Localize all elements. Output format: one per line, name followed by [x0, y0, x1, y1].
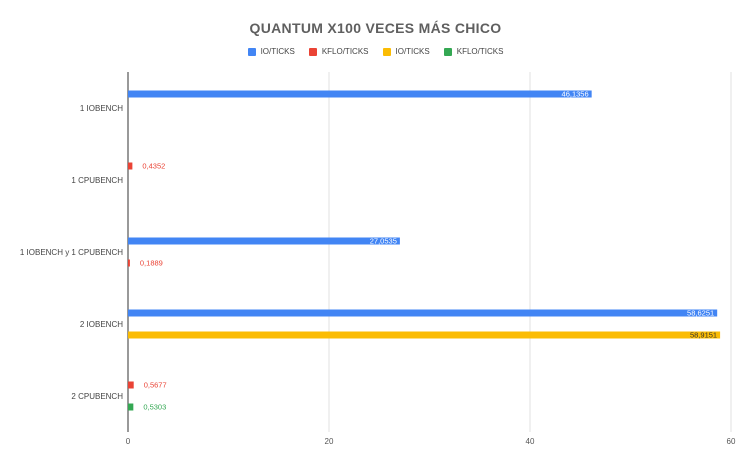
legend-label: KFLO/TICKS	[456, 47, 504, 56]
legend-item: KFLO/TICKS	[443, 47, 504, 56]
legend-swatch	[443, 47, 452, 56]
bar	[128, 259, 130, 267]
data-label: 0,5677	[144, 381, 167, 390]
x-tick-label: 20	[325, 437, 334, 446]
category-label: 2 IOBENCH	[80, 320, 123, 329]
category-label: 1 IOBENCH y 1 CPUBENCH	[20, 248, 123, 257]
chart-title: QUANTUM X100 VECES MÁS CHICO	[249, 20, 502, 36]
category-label: 1 CPUBENCH	[71, 176, 123, 185]
legend-item: KFLO/TICKS	[308, 47, 369, 56]
legend-label: KFLO/TICKS	[321, 47, 369, 56]
data-label: 58,9151	[690, 331, 717, 340]
bar	[128, 403, 134, 411]
x-tick-label: 0	[126, 437, 131, 446]
bar	[128, 331, 721, 339]
data-label: 0,5303	[143, 403, 166, 412]
legend-swatch	[308, 47, 317, 56]
bar	[128, 162, 133, 170]
legend-swatch	[382, 47, 391, 56]
legend-label: IO/TICKS	[260, 47, 295, 56]
x-tick-label: 60	[727, 437, 736, 446]
data-label: 46,1356	[562, 90, 589, 99]
category-label: 1 IOBENCH	[80, 104, 123, 113]
data-label: 0,1889	[140, 259, 163, 268]
data-label: 58,6251	[687, 309, 714, 318]
legend-swatch	[247, 47, 256, 56]
legend-item: IO/TICKS	[382, 47, 430, 56]
category-label: 2 CPUBENCH	[71, 392, 123, 401]
data-label: 27,0535	[370, 237, 397, 246]
bar	[128, 309, 718, 317]
data-label: 0,4352	[142, 162, 165, 171]
bar	[128, 237, 400, 245]
legend-label: IO/TICKS	[395, 47, 430, 56]
x-tick-label: 40	[526, 437, 535, 446]
bar	[128, 90, 592, 98]
legend: IO/TICKS KFLO/TICKS IO/TICKS KFLO/TICKS	[0, 47, 751, 56]
legend-item: IO/TICKS	[247, 47, 295, 56]
bar	[128, 381, 134, 389]
